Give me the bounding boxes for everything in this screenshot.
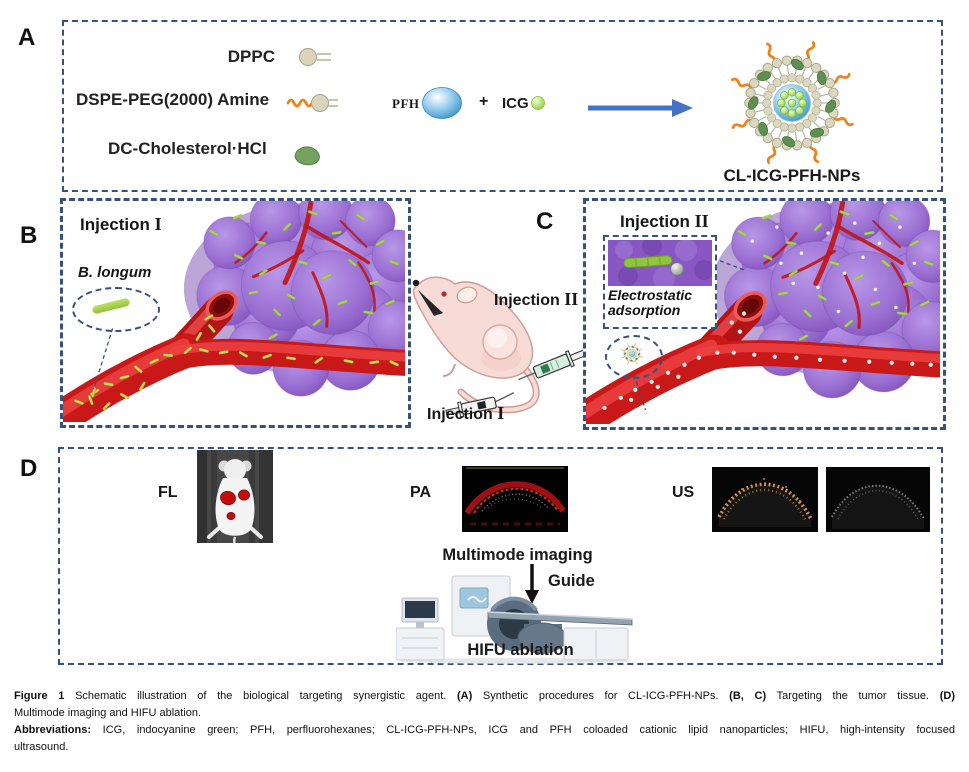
lipid-dppc-icon — [299, 48, 331, 66]
injection-word: Injection — [620, 212, 690, 231]
pa-image — [462, 466, 568, 532]
lipid-peg-icon — [286, 94, 338, 112]
injection1-label-b: Injection I — [80, 214, 162, 235]
pa-label: PA — [410, 484, 432, 501]
fl-mouse-image — [197, 450, 273, 543]
injection-word: Injection — [494, 292, 560, 309]
dc-cholesterol-label: DC-Cholesterol·HCl — [108, 139, 267, 158]
plus-sign: + — [479, 93, 489, 110]
electrostatic-caption: Electrostatic adsorption — [608, 287, 693, 319]
pfh-droplet-icon — [422, 87, 462, 119]
hifu-machine-illustration — [396, 575, 633, 664]
caption-line-1: Figure 1 Schematic illustration of the b… — [14, 690, 956, 702]
icg-label: ICG — [502, 95, 529, 112]
caption-abbr-line-2: ultrasound. — [14, 741, 69, 754]
panel-c-letter: C — [536, 208, 554, 235]
electrostatic-adsorption-image — [608, 240, 712, 286]
us-image-contrast — [712, 467, 818, 532]
syringe-white-icon — [445, 392, 515, 418]
icg-dot-icon — [531, 96, 545, 110]
panel-d-letter: D — [20, 455, 38, 482]
caption-abbr-line-1: Abbreviations: ICG, indocyanine green; P… — [14, 724, 955, 737]
panel-b-letter: B — [20, 222, 38, 249]
injection-numeral: II — [564, 289, 579, 309]
dppc-label: DPPC — [227, 47, 275, 66]
injection-numeral: II — [694, 211, 709, 231]
fl-label: FL — [158, 484, 178, 501]
reaction-arrow-icon — [588, 99, 693, 117]
multimode-imaging-label: Multimode imaging — [442, 546, 593, 564]
injection-word: Injection — [80, 215, 150, 234]
syringe-green-icon — [518, 349, 587, 381]
nanoparticle-callout-ellipse — [605, 335, 663, 379]
electrostatic-inset: Electrostatic adsorption — [603, 235, 717, 329]
pfh-label: PFH — [392, 96, 420, 111]
caption-abbr-label: Abbreviations: — [14, 724, 92, 737]
hifu-ablation-label: HIFU ablation — [467, 641, 574, 659]
cholesterol-icon — [294, 146, 320, 166]
guide-arrow-icon — [525, 564, 539, 604]
tumor-vessel-illustration-b — [63, 201, 405, 422]
panel-a-letter: A — [18, 24, 36, 51]
bacterium-callout-ellipse — [72, 287, 160, 332]
nanoparticle-illustration — [730, 40, 855, 165]
injection-numeral: I — [154, 214, 162, 234]
caption-figure-label: Figure 1 — [14, 690, 65, 702]
injection2-label-middle: Injection II — [494, 289, 578, 310]
tumor-vessel-illustration-c — [586, 201, 940, 424]
dspe-peg-label: DSPE-PEG(2000) Amine — [76, 90, 270, 109]
bacterium-label: B. longum — [78, 264, 152, 281]
figure-caption: Figure 1 Schematic illustration of the b… — [14, 688, 955, 756]
injection1-label-middle: Injection I — [427, 403, 504, 424]
caption-line-2: Multimode imaging and HIFU ablation. — [14, 707, 202, 720]
mouse-illustration — [412, 276, 587, 418]
injection-word: Injection — [427, 406, 493, 423]
us-label: US — [672, 484, 695, 501]
injection2-label-c: Injection II — [620, 211, 709, 232]
guide-label: Guide — [548, 572, 595, 590]
product-label: CL-ICG-PFH-NPs — [723, 166, 861, 185]
injection-numeral: I — [497, 403, 505, 423]
us-image-plain — [826, 467, 930, 532]
